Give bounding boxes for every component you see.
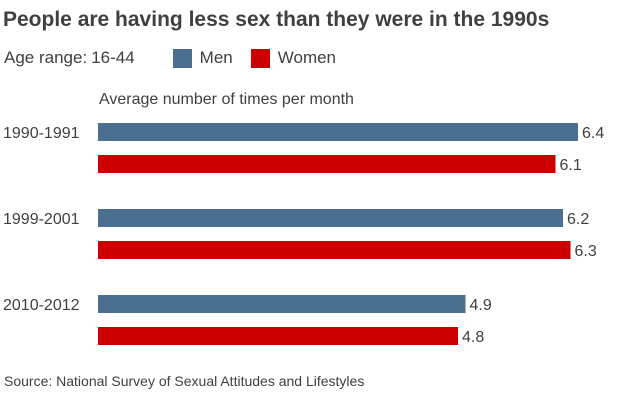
- legend-label-men: Men: [199, 48, 233, 67]
- legend-item-women: Women: [250, 48, 337, 68]
- source-note: Source: National Survey of Sexual Attitu…: [4, 373, 365, 389]
- bar-men-2010-2012: [98, 295, 466, 313]
- legend: Age range: 16-44 Men Women: [4, 48, 354, 68]
- category-label-1990-1991: 1990-1991: [3, 125, 80, 142]
- category-label-2010-2012: 2010-2012: [3, 297, 80, 314]
- value-label-men-2010-2012: 4.9: [470, 297, 492, 314]
- axis-title: Average number of times per month: [99, 91, 354, 108]
- bar-men-1999-2001: [98, 209, 563, 227]
- legend-item-men: Men: [172, 48, 233, 68]
- value-label-men-1999-2001: 6.2: [567, 211, 589, 228]
- bar-men-1990-1991: [98, 123, 578, 141]
- bar-women-2010-2012: [98, 327, 458, 345]
- value-label-women-1999-2001: 6.3: [575, 243, 597, 260]
- chart-title: People are having less sex than they wer…: [3, 8, 550, 31]
- value-label-men-1990-1991: 6.4: [582, 125, 604, 142]
- legend-swatch-women: [250, 48, 270, 68]
- bar-women-1999-2001: [98, 241, 571, 259]
- age-range-value: 16-44: [91, 48, 135, 67]
- legend-label-women: Women: [277, 48, 337, 67]
- legend-swatch-men: [172, 48, 192, 68]
- value-label-women-2010-2012: 4.8: [462, 329, 484, 346]
- category-label-1999-2001: 1999-2001: [3, 211, 80, 228]
- value-label-women-1990-1991: 6.1: [560, 157, 582, 174]
- age-range-label: Age range:: [4, 48, 88, 67]
- bar-women-1990-1991: [98, 155, 556, 173]
